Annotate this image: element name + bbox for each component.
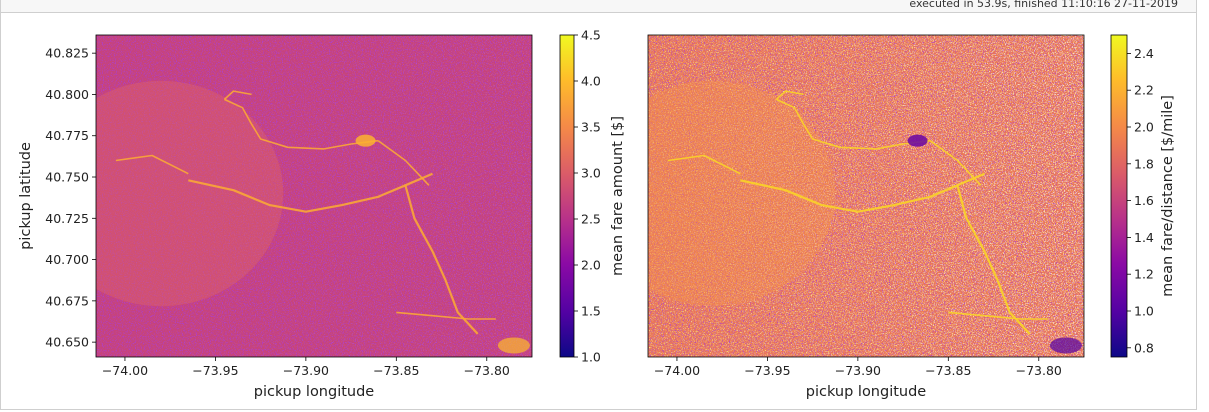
heatmap-hotspot [907, 134, 928, 147]
heatmap-road-feature [224, 98, 379, 150]
execution-status: executed in 53.9s, finished 11:10:16 27-… [909, 0, 1178, 10]
y-tick-label: 40.800 [45, 87, 89, 102]
colorbar-tick-label: 1.5 [581, 304, 601, 319]
heatmap-road-feature [956, 185, 1031, 335]
colorbar [559, 34, 575, 358]
colorbar-tick-label: 3.5 [581, 120, 601, 135]
heatmap-road-feature [223, 90, 252, 100]
y-tick-label: 40.775 [45, 128, 89, 143]
colorbar-tick-label: 2.0 [581, 258, 601, 273]
heatmap-road-feature [377, 140, 430, 186]
cell-status-bar: executed in 53.9s, finished 11:10:16 27-… [0, 0, 1197, 13]
y-tick-label: 40.725 [45, 211, 89, 226]
colorbar-tick-label: 4.0 [581, 74, 601, 89]
colorbar-tick-label: 1.4 [1134, 230, 1154, 245]
y-tick-label: 40.825 [45, 46, 89, 61]
y-tick-label: 40.700 [45, 252, 89, 267]
colorbar-tick-label: 1.0 [1134, 304, 1154, 319]
heatmap-image [96, 35, 532, 357]
heatmap-road-feature [740, 172, 985, 213]
output-cell [0, 12, 1197, 410]
colorbar-tick-label: 2.5 [581, 212, 601, 227]
x-tick-label: −73.95 [192, 363, 238, 378]
colorbar-label: mean fare amount [$] [610, 116, 626, 276]
heatmap-hotspot [1049, 337, 1082, 354]
x-tick-label: −73.90 [283, 363, 329, 378]
colorbar-tick-label: 4.5 [581, 28, 601, 43]
x-tick-label: −73.80 [1016, 363, 1062, 378]
axes-frame [647, 34, 1085, 358]
x-tick-label: −74.00 [654, 363, 700, 378]
colorbar-tick-label: 3.0 [581, 166, 601, 181]
y-tick-label: 40.650 [45, 335, 89, 350]
heatmap-road-feature [188, 172, 433, 213]
heatmap-hotspot [355, 134, 376, 147]
heatmap-road-feature [404, 185, 479, 335]
heatmap-panel-1: −74.00 −73.95 −73.90 −73.85 −73.80 pickup lon… [18, 28, 626, 401]
heatmap-road-feature [667, 154, 741, 175]
heatmap-hotspot [497, 337, 530, 354]
heatmap-road-feature [776, 98, 931, 150]
colorbar-tick-label: 1.6 [1134, 193, 1154, 208]
x-tick-label: −73.95 [744, 363, 790, 378]
heatmap-sparse-cells [648, 35, 1084, 357]
colorbar-label: mean fare/distance [$/mile] [1160, 95, 1176, 297]
x-tick-label: −73.90 [835, 363, 881, 378]
y-tick-label: 40.750 [45, 170, 89, 185]
heatmap-road-feature [775, 90, 804, 100]
heatmap-road-feature [115, 154, 189, 175]
x-tick-label: −74.00 [102, 363, 148, 378]
colorbar-tick-label: 2.2 [1134, 83, 1154, 98]
heatmap-sparse-cells [96, 35, 532, 357]
y-axis-label: pickup latitude [18, 142, 34, 250]
x-axis-label: pickup longitude [806, 384, 927, 400]
heatmap-road-feature [929, 140, 982, 186]
colorbar-tick-label: 2.0 [1134, 120, 1154, 135]
colorbar-tick-label: 1.8 [1134, 156, 1154, 171]
x-axis-label: pickup longitude [254, 384, 375, 400]
heatmap-road-feature [948, 311, 1048, 320]
heatmap-road-feature [396, 311, 496, 320]
axes-frame [95, 34, 533, 358]
y-tick-label: 40.675 [45, 293, 89, 308]
heatmap-panel-2: −74.00 −73.95 −73.90 −73.85 −73.80 pickup lon… [647, 34, 1176, 400]
x-tick-label: −73.85 [373, 363, 419, 378]
heatmap-image [648, 35, 1084, 357]
colorbar-tick-label: 1.2 [1134, 267, 1154, 282]
colorbar [1110, 34, 1128, 358]
colorbar-tick-label: 1.0 [581, 350, 601, 365]
x-tick-label: −73.80 [464, 363, 510, 378]
colorbar-tick-label: 0.8 [1134, 340, 1154, 355]
x-tick-label: −73.85 [925, 363, 971, 378]
colorbar-tick-label: 2.4 [1134, 46, 1154, 61]
